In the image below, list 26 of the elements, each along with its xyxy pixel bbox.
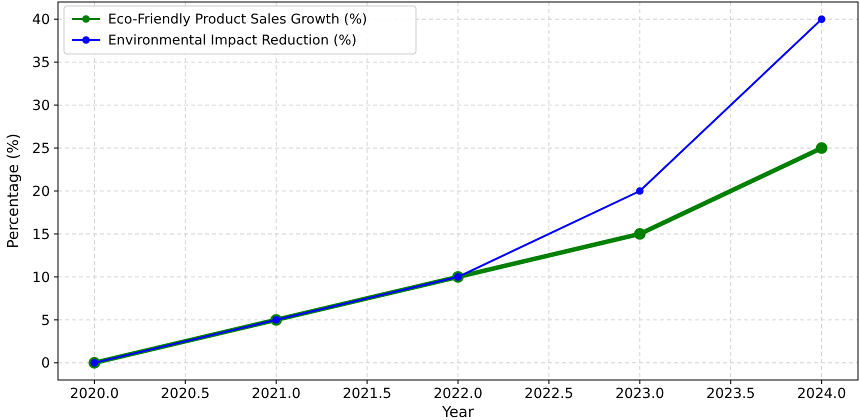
x-tick-label: 2021.0 (252, 386, 301, 402)
y-tick-label: 15 (32, 226, 50, 243)
y-tick-label: 25 (32, 140, 50, 157)
point (636, 187, 644, 195)
x-tick-label: 2024.0 (797, 386, 846, 402)
y-tick-label: 35 (32, 55, 50, 72)
y-tick-label: 5 (41, 312, 50, 329)
x-axis-title: Year (441, 403, 475, 420)
x-tick-label: 2020.0 (70, 386, 119, 402)
point (634, 228, 646, 240)
x-tick-label: 2023.0 (615, 386, 664, 402)
x-tick-label: 2021.5 (342, 386, 392, 402)
x-tick-label: 2022.5 (524, 386, 574, 402)
y-tick-label: 40 (32, 12, 50, 28)
x-tick-label: 2022.0 (434, 386, 482, 402)
point (816, 142, 828, 154)
y-tick-label: 0 (41, 356, 50, 372)
point (818, 15, 826, 23)
legend-label: Environmental Impact Reduction (%) (108, 32, 357, 49)
y-tick-label: 10 (32, 270, 50, 286)
y-tick-label: 20 (32, 184, 50, 200)
x-tick-label: 2023.5 (706, 386, 756, 402)
y-axis-title: Percentage (%) (4, 133, 22, 249)
y-tick-label: 30 (32, 98, 50, 114)
x-tick-label: 2020.5 (160, 386, 210, 402)
legend-label: Eco-Friendly Product Sales Growth (%) (108, 12, 368, 28)
